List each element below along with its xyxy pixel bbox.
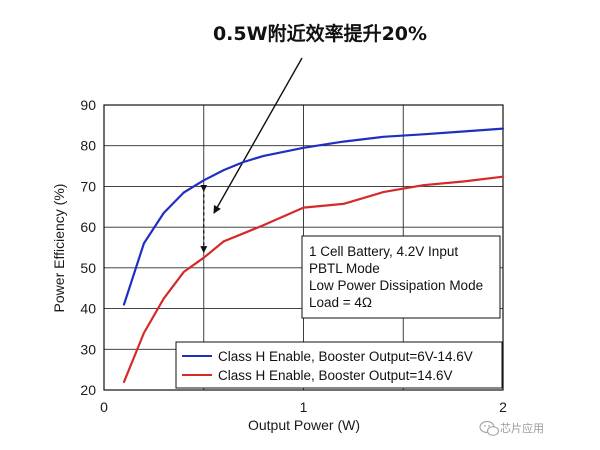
chart-title: 0.5W附近效率提升20% — [213, 22, 427, 45]
plot-frame — [103, 104, 504, 391]
x-tick-label: 2 — [499, 399, 507, 415]
legend: Class H Enable, Booster Output=6V-14.6V … — [175, 341, 503, 389]
y-tick-label: 50 — [80, 260, 96, 276]
x-tick-label: 1 — [300, 399, 308, 415]
conditions-line-4: Load = 4Ω — [309, 295, 372, 310]
y-tick-label: 40 — [80, 301, 96, 317]
conditions-line-2: PBTL Mode — [309, 261, 380, 276]
y-tick-label: 80 — [80, 138, 96, 154]
annotation-arrow — [213, 57, 303, 214]
conditions-line-1: 1 Cell Battery, 4.2V Input — [309, 244, 458, 259]
series-group — [122, 127, 505, 383]
y-axis-title: Power Efficiency (%) — [51, 184, 67, 313]
watermark: 芯片应用 — [479, 420, 544, 436]
y-tick-label: 20 — [80, 382, 96, 398]
series-line-red — [122, 175, 505, 383]
axes: 20 30 40 50 60 70 80 90 0 1 2 — [80, 97, 507, 415]
y-tick-label: 70 — [80, 178, 96, 194]
conditions-box: 1 Cell Battery, 4.2V Input PBTL Mode Low… — [301, 235, 501, 319]
x-axis-title: Output Power (W) — [248, 417, 360, 433]
wechat-icon — [479, 420, 500, 436]
legend-label-red: Class H Enable, Booster Output=14.6V — [218, 368, 453, 383]
y-tick-label: 60 — [80, 219, 96, 235]
y-tick-label: 90 — [80, 97, 96, 113]
x-tick-label: 0 — [100, 399, 108, 415]
legend-label-blue: Class H Enable, Booster Output=6V-14.6V — [218, 349, 473, 364]
watermark-label: 芯片应用 — [500, 421, 544, 435]
series-line-blue — [122, 127, 505, 306]
y-tick-label: 30 — [80, 341, 96, 357]
conditions-line-3: Low Power Dissipation Mode — [309, 278, 483, 293]
